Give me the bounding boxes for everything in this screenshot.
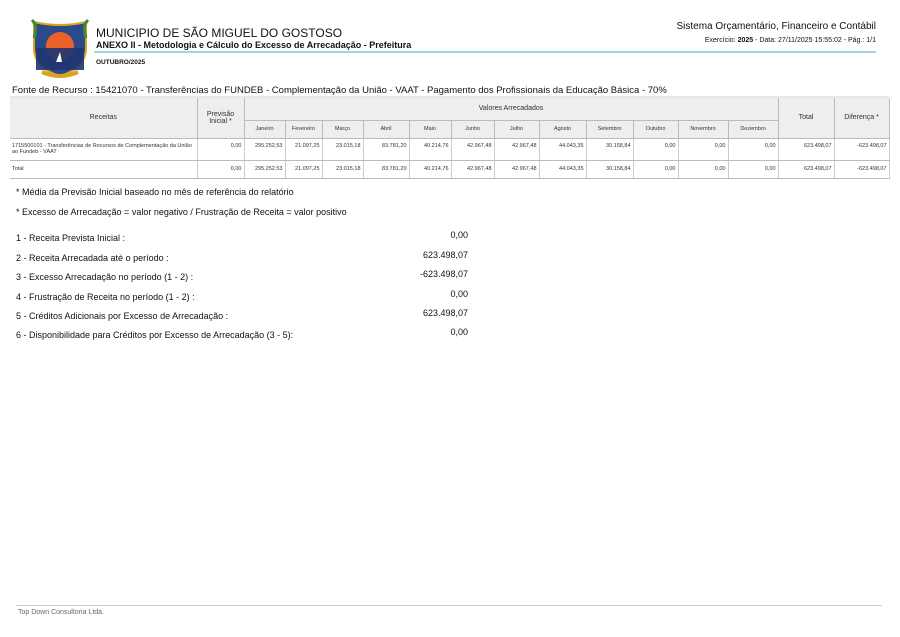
cell-month: 42.967,48 (451, 138, 495, 161)
table-top-bar (10, 96, 889, 99)
system-name: Sistema Orçamentário, Financeiro e Contá… (676, 21, 876, 32)
cell-month: 0,00 (633, 160, 679, 179)
header-receitas: Receitas (10, 98, 198, 139)
municipality-name: MUNICIPIO DE SÃO MIGUEL DO GOSTOSO (96, 26, 343, 40)
report-title: ANEXO II - Metodologia e Cálculo do Exce… (96, 40, 412, 50)
note-previsao: * Média da Previsão Inicial baseado no m… (16, 187, 294, 197)
cell-month: 0,00 (633, 138, 679, 161)
cell-month: 40.214,76 (409, 138, 452, 161)
report-period: OUTUBRO/2025 (96, 59, 146, 66)
summary-label: 4 - Frustração de Receita no período (1 … (16, 292, 195, 302)
summary-label: 1 - Receita Prevista Inicial : (16, 233, 126, 243)
exercise-year: 2025 (737, 37, 754, 44)
summary-label: 6 - Disponibilidade para Créditos por Ex… (16, 330, 294, 340)
summary-value: 0,00 (450, 327, 468, 337)
header-month: Junho (451, 120, 495, 139)
cell-receita: 1715500101 - Transferências de Recursos … (10, 138, 198, 161)
cell-month: 40.214,76 (409, 160, 452, 179)
header-month: Agosto (539, 120, 587, 139)
header-month: Janeiro (244, 120, 286, 139)
summary-value: -623.498,07 (419, 269, 468, 279)
cell-receita: Total (10, 160, 198, 179)
header-month: Maio (409, 120, 452, 139)
footer-divider (16, 605, 882, 606)
header-divider (94, 51, 876, 53)
summary-value: 0,00 (450, 230, 468, 240)
header-month: Julho (494, 120, 540, 139)
footer-company: Top Down Consultoria Ltda. (18, 609, 104, 616)
header-month: Abril (363, 120, 410, 139)
cell-month: 23.015,18 (322, 160, 364, 179)
cell-month: 83.781,20 (363, 160, 410, 179)
cell-month: 295.252,53 (244, 138, 286, 161)
summary-value: 623.498,07 (422, 250, 468, 260)
header-month: Fevereiro (285, 120, 323, 139)
cell-month: 44.043,35 (539, 138, 587, 161)
cell-month: 295.252,53 (244, 160, 286, 179)
header-month: Setembro (586, 120, 634, 139)
header-diferenca: Diferença * (834, 98, 890, 139)
exercise-label: Exercício: (704, 37, 736, 44)
cell-month: 42.967,48 (494, 160, 540, 179)
date-page: - Data: 27/11/2025 15:55:02 - Pág.: 1/1 (753, 37, 876, 44)
header-month: Dezembro (728, 120, 779, 139)
cell-month: 44.043,35 (539, 160, 587, 179)
header-total: Total (778, 98, 835, 139)
cell-diferenca: -623.498,07 (834, 138, 890, 161)
header-month: Março (322, 120, 364, 139)
cell-month: 30.158,84 (586, 138, 634, 161)
cell-diferenca: -623.498,07 (834, 160, 890, 179)
cell-month: 30.158,84 (586, 160, 634, 179)
revenue-table: Receitas Previsão Inicial * Valores Arre… (10, 98, 890, 179)
cell-month: 42.967,48 (494, 138, 540, 161)
cell-month: 42.967,48 (451, 160, 495, 179)
table-row: 1715500101 - Transferências de Recursos … (10, 138, 890, 161)
municipal-coat-of-arms-logo (30, 18, 90, 78)
cell-total: 623.498,07 (778, 138, 835, 161)
cell-month: 0,00 (728, 160, 779, 179)
summary-label: 2 - Receita Arrecadada até o período : (16, 253, 169, 263)
total-row: Total 0,00 295.252,53 21.097,25 23.015,18 83.… (10, 160, 890, 179)
cell-month: 83.781,20 (363, 138, 410, 161)
cell-month: 21.097,25 (285, 160, 323, 179)
cell-month: 23.015,18 (322, 138, 364, 161)
cell-month: 0,00 (678, 160, 729, 179)
cell-month: 0,00 (678, 138, 729, 161)
header-month: Outubro (633, 120, 679, 139)
cell-month: 0,00 (728, 138, 779, 161)
resource-source: Fonte de Recurso : 15421070 - Transferên… (12, 85, 667, 96)
cell-total: 623.498,07 (778, 160, 835, 179)
note-excesso: * Excesso de Arrecadação = valor negativ… (16, 207, 347, 217)
summary-value: 0,00 (450, 289, 468, 299)
header-valores: Valores Arrecadados (244, 98, 779, 121)
cell-month: 21.097,25 (285, 138, 323, 161)
header-previsao: Previsão Inicial * (197, 98, 245, 139)
summary-value: 623.498,07 (422, 308, 468, 318)
cell-previsao: 0,00 (197, 160, 245, 179)
summary-label: 3 - Excesso Arrecadação no período (1 - … (16, 272, 194, 282)
report-info: Exercício: 2025 - Data: 27/11/2025 15:55… (705, 37, 876, 44)
header-month: Novembro (678, 120, 729, 139)
summary-label: 5 - Créditos Adicionais por Excesso de A… (16, 311, 229, 321)
cell-previsao: 0,00 (197, 138, 245, 161)
